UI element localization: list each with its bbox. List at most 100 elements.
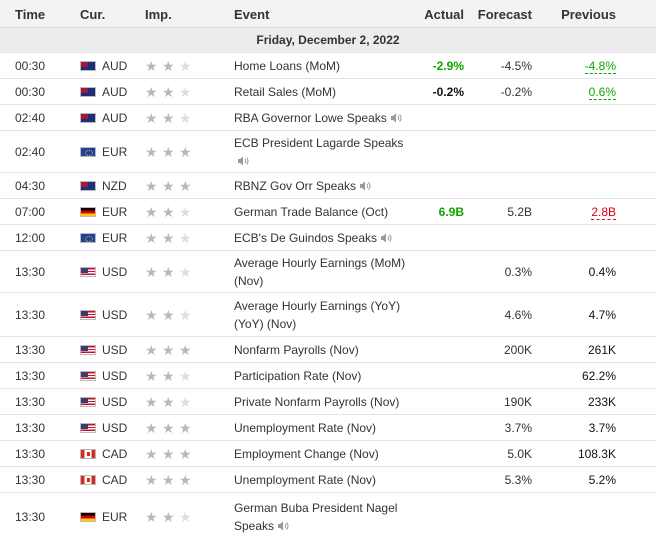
- table-row[interactable]: 02:40 AUD ★ ★ ★ RBA Governor Lowe Speaks: [0, 105, 656, 131]
- previous-value: 4.7%: [588, 308, 616, 322]
- usa-flag-icon: [80, 310, 96, 320]
- importance-stars: ★ ★ ★: [145, 342, 196, 358]
- star-icon: ★: [145, 342, 158, 358]
- importance-stars: ★ ★ ★: [145, 205, 196, 220]
- table-row[interactable]: 13:30 USD ★ ★ ★ Average Hourly Earnings (MoM)…: [0, 251, 656, 293]
- star-icon: ★: [179, 472, 192, 488]
- header-event[interactable]: Event: [234, 7, 270, 22]
- previous-value: 2.8B: [591, 205, 616, 220]
- importance-stars: ★ ★ ★: [145, 230, 196, 246]
- event-name[interactable]: Participation Rate (Nov): [234, 367, 414, 385]
- table-row[interactable]: 13:30 CAD ★ ★ ★ Unemployment Rate (Nov) 5.3% 5.…: [0, 467, 656, 493]
- event-currency: USD: [102, 421, 128, 435]
- table-row[interactable]: 13:30 CAD ★ ★ ★ Employment Change (Nov) 5.0K 10…: [0, 441, 656, 467]
- importance-stars: ★ ★ ★: [145, 447, 196, 462]
- event-name[interactable]: Home Loans (MoM): [234, 57, 414, 75]
- star-icon: ★: [179, 84, 192, 100]
- previous-value: 3.7%: [588, 421, 616, 435]
- event-name-line: RBA Governor Lowe Speaks: [234, 109, 414, 127]
- event-name-line: Average Hourly Earnings (YoY): [234, 299, 401, 313]
- event-time: 13:30: [15, 421, 46, 435]
- star-icon: ★: [162, 178, 175, 194]
- star-icon: ★: [179, 144, 192, 160]
- table-row[interactable]: 13:30 USD ★ ★ ★ Unemployment Rate (Nov) 3.7% 3.…: [0, 415, 656, 441]
- event-time: 07:00: [15, 205, 46, 219]
- previous-value: -4.8%: [584, 59, 616, 74]
- event-name-line: Participation Rate (Nov): [234, 369, 362, 383]
- importance-stars: ★ ★ ★: [145, 509, 196, 525]
- star-icon: ★: [145, 368, 158, 384]
- star-icon: ★: [145, 394, 158, 410]
- germany-flag-icon: [80, 207, 96, 217]
- event-name[interactable]: Retail Sales (MoM): [234, 83, 414, 101]
- table-row[interactable]: 13:30 USD ★ ★ ★ Average Hourly Earnings (YoY)…: [0, 293, 656, 337]
- table-row[interactable]: 13:30 USD ★ ★ ★ Participation Rate (Nov) 62.2%: [0, 363, 656, 389]
- star-icon: ★: [179, 420, 192, 436]
- star-icon: ★: [179, 264, 192, 280]
- event-name[interactable]: RBA Governor Lowe Speaks: [234, 109, 414, 127]
- star-icon: ★: [145, 178, 158, 194]
- star-icon: ★: [145, 264, 158, 280]
- header-previous[interactable]: Previous: [561, 7, 616, 22]
- table-row[interactable]: 02:40 EUR ★ ★ ★ ECB President Lagarde Speaks: [0, 131, 656, 173]
- event-name[interactable]: Nonfarm Payrolls (Nov): [234, 341, 414, 359]
- table-row[interactable]: 12:00 EUR ★ ★ ★ ECB's De Guindos Speaks: [0, 225, 656, 251]
- header-currency[interactable]: Cur.: [80, 7, 106, 22]
- event-name[interactable]: Unemployment Rate (Nov): [234, 419, 414, 437]
- importance-stars: ★ ★ ★: [145, 420, 196, 436]
- event-name[interactable]: Employment Change (Nov): [234, 445, 414, 463]
- event-name[interactable]: German Trade Balance (Oct): [234, 203, 414, 221]
- header-forecast[interactable]: Forecast: [477, 7, 532, 22]
- header-time[interactable]: Time: [15, 7, 46, 22]
- forecast-value: -0.2%: [500, 85, 532, 99]
- event-name-line: ECB President Lagarde Speaks: [234, 136, 404, 150]
- star-icon: ★: [145, 420, 158, 436]
- table-row[interactable]: 07:00 EUR ★ ★ ★ German Trade Balance (Oct) 6.9…: [0, 199, 656, 225]
- event-time: 13:30: [15, 343, 46, 357]
- event-name[interactable]: Unemployment Rate (Nov): [234, 471, 414, 489]
- event-name[interactable]: Average Hourly Earnings (YoY) (YoY) (Nov): [234, 297, 414, 333]
- actual-value: 6.9B: [438, 205, 464, 219]
- actual-value: -2.9%: [432, 59, 464, 73]
- eu-flag-icon: [80, 147, 96, 157]
- star-icon: ★: [179, 58, 192, 74]
- canada-flag-icon: [80, 449, 96, 459]
- event-name-line: Average Hourly Earnings (MoM): [234, 256, 406, 270]
- star-icon: ★: [145, 509, 158, 525]
- forecast-value: 5.2B: [507, 205, 532, 219]
- event-name-line: Retail Sales (MoM): [234, 85, 337, 99]
- event-currency: USD: [102, 308, 128, 322]
- header-importance[interactable]: Imp.: [145, 7, 172, 22]
- event-name-line: ECB's De Guindos Speaks: [234, 229, 414, 247]
- event-name-line: German Buba President Nagel: [234, 501, 398, 515]
- forecast-value: 190K: [503, 395, 532, 409]
- table-row[interactable]: 13:30 USD ★ ★ ★ Private Nonfarm Payrolls (Nov…: [0, 389, 656, 415]
- previous-value: 0.4%: [588, 265, 616, 279]
- table-row[interactable]: 13:30 EUR ★ ★ ★ German Buba President Nagel Sp…: [0, 493, 656, 539]
- table-row[interactable]: 13:30 USD ★ ★ ★ Nonfarm Payrolls (Nov) 200K 261…: [0, 337, 656, 363]
- importance-stars: ★ ★ ★: [145, 58, 196, 74]
- eu-flag-icon: [80, 233, 96, 243]
- table-row[interactable]: 00:30 AUD ★ ★ ★ Home Loans (MoM) -2.9% -4.5% -4.…: [0, 53, 656, 79]
- event-name[interactable]: Private Nonfarm Payrolls (Nov): [234, 393, 414, 411]
- event-name[interactable]: ECB's De Guindos Speaks: [234, 229, 414, 247]
- event-name[interactable]: Average Hourly Earnings (MoM) (Nov): [234, 254, 414, 290]
- event-currency: USD: [102, 265, 128, 279]
- event-currency: EUR: [102, 205, 128, 219]
- star-icon: ★: [145, 110, 158, 126]
- germany-flag-icon: [80, 512, 96, 522]
- event-time: 13:30: [15, 395, 46, 409]
- star-icon: ★: [162, 509, 175, 525]
- table-row[interactable]: 04:30 NZD ★ ★ ★ RBNZ Gov Orr Speaks: [0, 173, 656, 199]
- header-actual[interactable]: Actual: [424, 7, 464, 22]
- star-icon: ★: [162, 264, 175, 280]
- day-label: Friday, December 2, 2022: [256, 33, 400, 47]
- star-icon: ★: [162, 230, 175, 246]
- table-row[interactable]: 00:30 AUD ★ ★ ★ Retail Sales (MoM) -0.2% -0.2% 0…: [0, 79, 656, 105]
- event-name[interactable]: German Buba President Nagel Speaks: [234, 499, 414, 535]
- star-icon: ★: [145, 230, 158, 246]
- event-name[interactable]: RBNZ Gov Orr Speaks: [234, 177, 414, 195]
- star-icon: ★: [162, 144, 175, 160]
- event-name[interactable]: ECB President Lagarde Speaks: [234, 134, 414, 170]
- forecast-value: 0.3%: [504, 265, 532, 279]
